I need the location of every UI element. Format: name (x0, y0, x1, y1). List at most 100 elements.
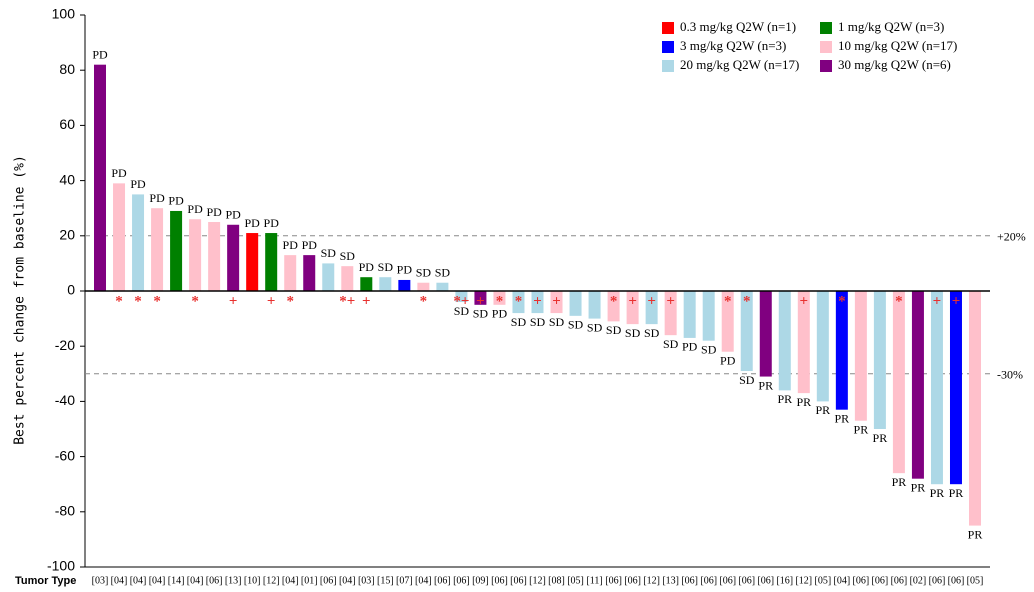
response-label: SD (701, 342, 717, 356)
response-label: PR (930, 486, 945, 500)
bar (189, 219, 202, 291)
response-label: SD (416, 265, 432, 279)
bar (892, 291, 905, 474)
response-label: SD (435, 265, 451, 279)
bar (379, 277, 392, 291)
bar (949, 291, 962, 485)
response-label: SD (340, 249, 356, 263)
x-tick-label: [06] (453, 575, 470, 586)
reference-label: -30% (997, 368, 1023, 382)
bar (664, 291, 677, 336)
x-tick-label: [11] (586, 575, 602, 586)
x-tick-label: [04] (339, 575, 356, 586)
bar (740, 291, 753, 372)
y-tick-label: 100 (52, 6, 76, 22)
response-label: SD (473, 307, 489, 321)
bar (322, 263, 335, 291)
response-label: PD (187, 202, 203, 216)
y-tick-label: -20 (55, 337, 75, 353)
bar (854, 291, 867, 421)
bar (246, 233, 259, 291)
bar (94, 64, 106, 292)
x-tick-label: [05] (967, 575, 984, 586)
bar (151, 208, 164, 291)
bar (835, 291, 848, 410)
marker: * (115, 293, 123, 309)
reference-label: +20% (997, 230, 1026, 244)
x-tick-label: [12] (529, 575, 546, 586)
response-label: PD (245, 216, 261, 230)
x-tick-label: [04] (149, 575, 166, 586)
response-label: SD (378, 260, 394, 274)
x-tick-label: [15] (377, 575, 394, 586)
response-label: PR (758, 378, 773, 392)
bar (873, 291, 886, 429)
response-label: PR (796, 395, 811, 409)
x-tick-label: [06] (491, 575, 508, 586)
bar (550, 291, 563, 314)
x-tick-label: [06] (510, 575, 527, 586)
x-tick-label: [05] (814, 575, 831, 586)
bar (645, 291, 658, 325)
marker: *+ (339, 293, 355, 309)
bar (816, 291, 829, 402)
marker: * (743, 293, 751, 309)
bar (227, 224, 240, 291)
legend-swatch (662, 60, 674, 72)
marker: *+ (453, 293, 469, 309)
bar (493, 291, 506, 305)
marker: * (286, 293, 294, 309)
response-label: PR (835, 411, 850, 425)
response-label: PR (777, 392, 792, 406)
y-tick-label: 20 (59, 227, 75, 243)
response-label: PD (682, 340, 698, 354)
x-tick-label: [04] (415, 575, 432, 586)
x-tick-label: [06] (700, 575, 717, 586)
y-tick-label: -40 (55, 392, 75, 408)
x-tick-label: [06] (757, 575, 774, 586)
bar (759, 291, 772, 377)
marker: * (496, 293, 504, 309)
y-tick-label: 60 (59, 116, 75, 132)
legend-swatch (662, 22, 674, 34)
response-label: PR (854, 422, 869, 436)
x-tick-label: [09] (472, 575, 489, 586)
response-label: PD (283, 238, 299, 252)
bar (911, 291, 924, 479)
x-tick-label: [04] (111, 575, 128, 586)
response-label: PD (111, 166, 127, 180)
response-label: PD (168, 194, 184, 208)
x-tick-label: [01] (301, 575, 318, 586)
bar (626, 291, 639, 325)
marker: * (191, 293, 199, 309)
bar (360, 277, 373, 291)
marker: + (647, 293, 656, 309)
legend-swatch (820, 41, 832, 53)
x-tick-label: [03] (358, 575, 375, 586)
x-tick-label: [06] (681, 575, 698, 586)
response-label: SD (454, 304, 470, 318)
marker: * (838, 293, 846, 309)
y-tick-label: -100 (47, 558, 75, 574)
response-label: PD (397, 263, 413, 277)
response-label: PR (968, 527, 983, 541)
x-tick-label: [06] (320, 575, 337, 586)
y-tick-label: -80 (55, 503, 75, 519)
response-label: SD (644, 326, 660, 340)
response-label: PD (720, 353, 736, 367)
x-tick-label: [06] (624, 575, 641, 586)
marker: * (420, 293, 428, 309)
x-tick-label: [04] (130, 575, 147, 586)
x-tick-label: [06] (891, 575, 908, 586)
x-tick-label: [12] (643, 575, 660, 586)
x-tick-label: [08] (548, 575, 565, 586)
bar (683, 291, 696, 338)
legend-label: 0.3 mg/kg Q2W (n=1) (680, 19, 796, 34)
bar (702, 291, 715, 341)
x-tick-label: [06] (929, 575, 946, 586)
bar (417, 282, 430, 291)
marker: + (628, 293, 637, 309)
y-tick-label: -60 (55, 447, 75, 463)
legend-swatch (662, 41, 674, 53)
x-tick-label: [06] (719, 575, 736, 586)
